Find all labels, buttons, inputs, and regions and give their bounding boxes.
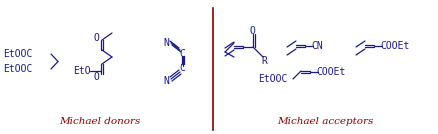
Text: COOEt: COOEt <box>316 67 346 77</box>
Text: O: O <box>93 33 99 43</box>
Text: Michael acceptors: Michael acceptors <box>277 116 373 126</box>
Text: O: O <box>93 72 99 82</box>
Text: N: N <box>163 76 169 86</box>
Text: EtOOC: EtOOC <box>258 74 287 84</box>
Text: N: N <box>163 38 169 48</box>
Text: EtOOC: EtOOC <box>3 64 32 74</box>
Text: COOEt: COOEt <box>380 41 410 51</box>
Text: CN: CN <box>311 41 323 51</box>
Text: Michael donors: Michael donors <box>59 116 141 126</box>
Text: R: R <box>261 56 267 66</box>
Text: EtOOC: EtOOC <box>3 49 32 59</box>
Text: C: C <box>179 49 185 59</box>
Text: O: O <box>249 26 255 36</box>
Text: EtO: EtO <box>73 66 91 76</box>
Text: C: C <box>179 63 185 73</box>
